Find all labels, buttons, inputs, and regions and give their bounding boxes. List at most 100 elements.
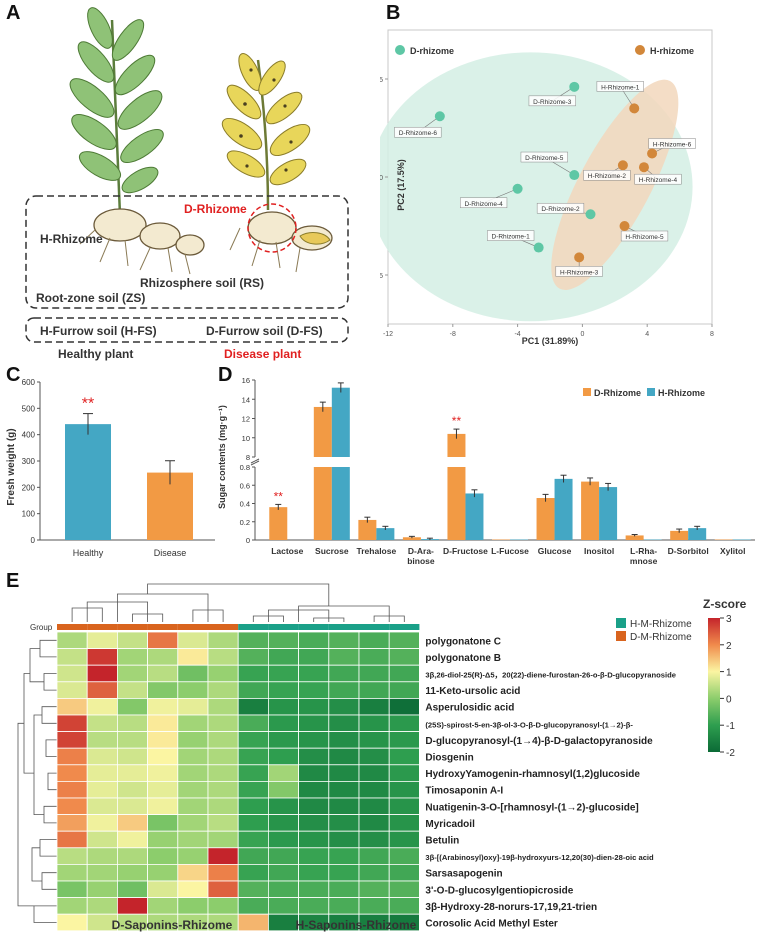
heatmap-cell bbox=[56, 731, 88, 749]
heatmap-cell bbox=[117, 880, 149, 899]
heatmap-dendrogram-branch bbox=[43, 805, 57, 824]
heatmap-dendrogram-branch bbox=[41, 706, 57, 724]
heatmap-cell bbox=[147, 698, 179, 716]
pca-xlabel: PC1 (31.89%) bbox=[522, 336, 579, 346]
heatmap-cell bbox=[358, 880, 390, 899]
fw-category-label: Disease bbox=[154, 548, 187, 558]
heatmap-dendrogram-branch bbox=[23, 673, 34, 774]
heatmap-legend-d-swatch bbox=[616, 631, 626, 641]
pca-label-box bbox=[520, 151, 568, 163]
heatmap-cell bbox=[388, 714, 420, 733]
heatmap-row-label: Betulin bbox=[425, 836, 459, 847]
heatmap-cell bbox=[177, 847, 209, 865]
heatmap-cell bbox=[86, 714, 118, 733]
heatmap-colorbar bbox=[708, 618, 720, 752]
heatmap-cell bbox=[147, 648, 179, 666]
heatmap-cell bbox=[147, 664, 179, 683]
pca-label-box bbox=[536, 202, 585, 214]
pca-point bbox=[617, 160, 628, 171]
heatmap-group-bar bbox=[238, 624, 269, 630]
heatmap-cell bbox=[177, 714, 209, 733]
pca-point-label: H-Rhizome-5 bbox=[625, 234, 664, 241]
heatmap-cell bbox=[177, 731, 209, 749]
heatmap-cell bbox=[388, 847, 420, 865]
disease-plant-label: Disease plant bbox=[224, 347, 301, 361]
heatmap-row-label: polygonatone B bbox=[425, 653, 501, 664]
pca-legend-d-swatch bbox=[395, 45, 405, 55]
heatmap-cell bbox=[328, 814, 360, 832]
heatmap-cell bbox=[328, 863, 360, 882]
heatmap-cell bbox=[358, 780, 390, 799]
sugar-ytick-label: 16 bbox=[242, 376, 250, 385]
heatmap-cell bbox=[147, 714, 179, 733]
heatmap-cell bbox=[86, 731, 118, 749]
pca-xtick-label: -4 bbox=[514, 331, 520, 338]
heatmap-cell bbox=[358, 681, 390, 699]
heatmap-cell bbox=[177, 664, 209, 683]
heatmap-cell bbox=[86, 880, 118, 899]
heatmap-legend-h-label: H-M-Rhizome bbox=[630, 619, 692, 630]
heatmap-cell bbox=[298, 863, 330, 882]
heatmap-cell bbox=[328, 714, 360, 733]
heatmap-cell bbox=[207, 747, 239, 766]
heatmap-cell bbox=[267, 664, 299, 683]
heatmap-cell bbox=[147, 764, 179, 782]
heatmap-cell bbox=[56, 780, 88, 799]
heatmap-cell bbox=[177, 814, 209, 832]
pca-label-box bbox=[460, 197, 508, 209]
sugar-axis-break bbox=[250, 458, 260, 464]
heatmap-cell bbox=[328, 631, 360, 650]
pca-label-box bbox=[620, 230, 669, 242]
heatmap-cell bbox=[267, 863, 299, 882]
sugar-ytick-label: 0.8 bbox=[240, 463, 250, 472]
heatmap-cell bbox=[117, 681, 149, 699]
heatmap-cell bbox=[177, 780, 209, 799]
heatmap-cell bbox=[267, 698, 299, 716]
sugar-ytick-label: 0.4 bbox=[240, 500, 250, 509]
pca-point-label: D-Rhizome-3 bbox=[533, 99, 572, 106]
healthy-plant-label: Healthy plant bbox=[58, 347, 133, 361]
pca-point-label: H-Rhizome-3 bbox=[560, 269, 599, 276]
heatmap-cell bbox=[207, 814, 239, 832]
colorbar-tick-label: 0 bbox=[726, 694, 732, 705]
sugar-significance: ** bbox=[274, 489, 284, 503]
heatmap-cell bbox=[147, 880, 179, 899]
sugar-category-label: L-Rha- bbox=[630, 546, 657, 556]
heatmap-cell bbox=[328, 764, 360, 782]
fresh-weight-chart: 0 100 200 300 400 500 600 Healthy Disease ** Fre… bbox=[6, 378, 215, 558]
colorbar-tick-label: 2 bbox=[726, 641, 732, 652]
heatmap-cell bbox=[328, 747, 360, 766]
heatmap-cell bbox=[267, 648, 299, 666]
heatmap-cell bbox=[56, 681, 88, 699]
heatmap-cell bbox=[388, 681, 420, 699]
heatmap-group-bar bbox=[208, 624, 239, 630]
sugar-category-label: Sucrose bbox=[315, 546, 349, 556]
heatmap-cell bbox=[117, 863, 149, 882]
pca-point-label: D-Rhizome-6 bbox=[399, 130, 438, 137]
sugar-ytick-label: 0.2 bbox=[240, 518, 250, 527]
heatmap-cell bbox=[117, 731, 149, 749]
heatmap-cell bbox=[388, 698, 420, 716]
heatmap-cell bbox=[86, 747, 118, 766]
heatmap-cell bbox=[117, 714, 149, 733]
heatmap-cell bbox=[207, 731, 239, 749]
heatmap-cell bbox=[298, 880, 330, 899]
heatmap-dendrogram-branch bbox=[39, 639, 57, 658]
heatmap-cell bbox=[388, 897, 420, 915]
fw-ytick-label: 200 bbox=[22, 483, 36, 492]
heatmap-cell bbox=[267, 814, 299, 832]
heatmap-cell bbox=[388, 863, 420, 882]
sugar-ytick-label: 10 bbox=[242, 434, 250, 443]
heatmap-cell bbox=[237, 747, 269, 766]
pca-point-label: D-Rhizome-5 bbox=[525, 155, 564, 162]
pca-point bbox=[533, 242, 544, 253]
heatmap-dendrogram-branch bbox=[31, 847, 42, 882]
sugar-category-label: Glucose bbox=[538, 546, 572, 556]
heatmap-group-bar bbox=[87, 624, 118, 630]
heatmap-cell bbox=[86, 681, 118, 699]
heatmap-cell bbox=[358, 847, 390, 865]
pca-label-box bbox=[583, 169, 631, 181]
pca-point-label: D-Rhizome-4 bbox=[464, 201, 503, 208]
pca-label-box bbox=[634, 173, 682, 185]
heatmap-group-bar bbox=[359, 624, 390, 630]
